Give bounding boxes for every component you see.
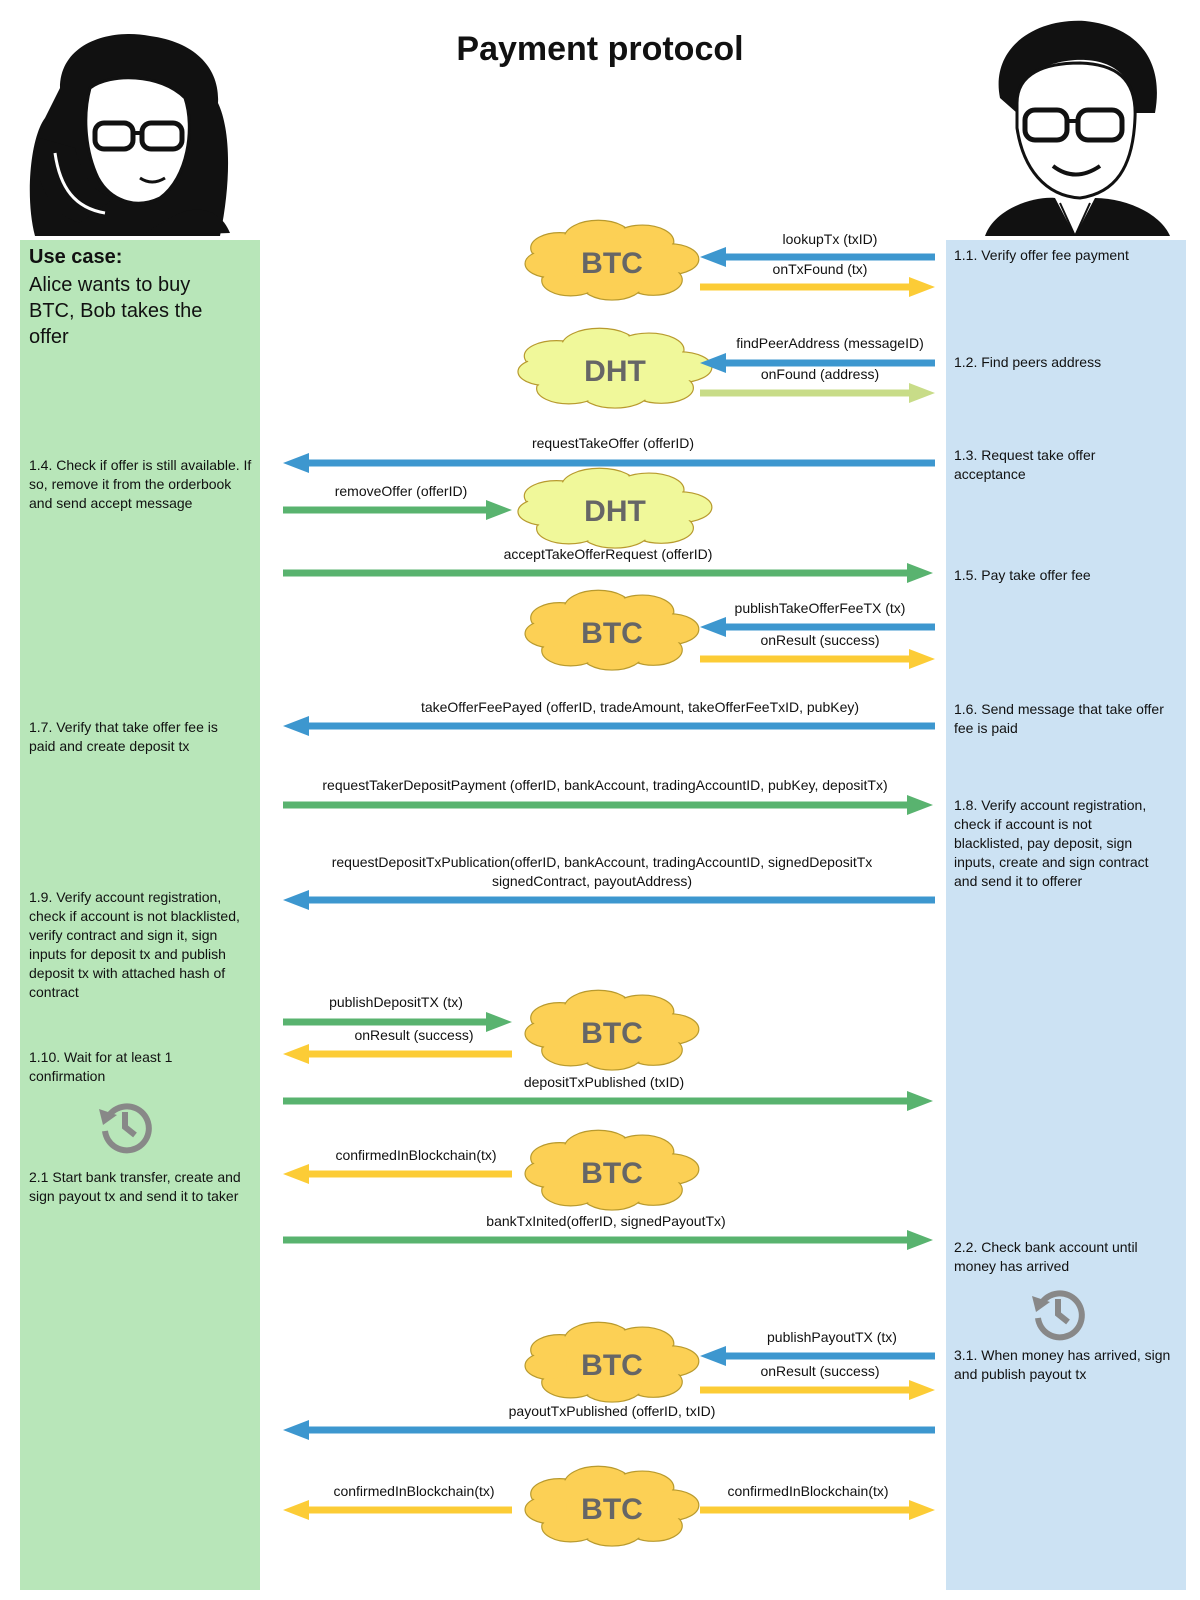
history-clock-icon [99, 1103, 152, 1154]
message-label: onResult (success) [760, 1363, 879, 1379]
message-arrow: onFound (address) [700, 366, 935, 403]
cloud-label: BTC [581, 617, 643, 650]
message-arrow: publishDepositTX (tx) [283, 994, 512, 1032]
message-arrow: onTxFound (tx) [700, 261, 935, 297]
cloud-label: BTC [581, 1349, 643, 1382]
history-clock-icon [1032, 1290, 1085, 1341]
note-1-3: 1.3. Request take offer acceptance [954, 447, 1096, 482]
message-label: onResult (success) [760, 632, 879, 648]
message-arrow: publishPayoutTX (tx) [700, 1329, 935, 1366]
message-arrow: removeOffer (offerID) [283, 483, 512, 520]
message-label: acceptTakeOfferRequest (offerID) [504, 546, 713, 562]
cloud-label: DHT [584, 495, 646, 528]
diagram-title: Payment protocol [456, 30, 744, 68]
message-label: removeOffer (offerID) [335, 483, 468, 499]
note-1-1: 1.1. Verify offer fee payment [954, 247, 1129, 263]
message-arrow: findPeerAddress (messageID) [700, 335, 935, 373]
message-arrow: confirmedInBlockchain(tx) [283, 1483, 512, 1520]
message-arrow: onResult (success) [283, 1027, 512, 1064]
message-label: onTxFound (tx) [773, 261, 868, 277]
message-label: confirmedInBlockchain(tx) [333, 1483, 494, 1499]
message-arrow: takeOfferFeePayed (offerID, tradeAmount,… [283, 699, 935, 736]
message-label: bankTxInited(offerID, signedPayoutTx) [486, 1213, 725, 1229]
message-arrow: bankTxInited(offerID, signedPayoutTx) [283, 1213, 933, 1250]
message-arrow: lookupTx (txID) [700, 231, 935, 267]
note-2-2: 2.2. Check bank account until money has … [954, 1239, 1138, 1274]
note-1-10: 1.10. Wait for at least 1 confirmation [29, 1049, 173, 1084]
message-label: confirmedInBlockchain(tx) [335, 1147, 496, 1163]
message-label: requestDepositTxPublication(offerID, ban… [332, 854, 873, 870]
message-label-line2: signedContract, payoutAddress) [492, 873, 692, 889]
btc-cloud: BTC [524, 1321, 700, 1403]
message-label: payoutTxPublished (offerID, txID) [509, 1403, 716, 1419]
btc-cloud: BTC [524, 589, 700, 671]
btc-cloud: BTC [524, 1465, 700, 1547]
note-3-1: 3.1. When money has arrived, sign and pu… [954, 1347, 1171, 1382]
note-1-6: 1.6. Send message that take offer fee is… [954, 701, 1164, 736]
message-label: requestTakeOffer (offerID) [532, 435, 694, 451]
message-label: confirmedInBlockchain(tx) [727, 1483, 888, 1499]
message-label: onFound (address) [761, 366, 879, 382]
message-arrow: onResult (success) [700, 1363, 935, 1400]
cloud-label: DHT [584, 355, 646, 388]
btc-cloud: BTC [524, 989, 700, 1071]
dht-cloud: DHT [517, 467, 713, 549]
note-1-5: 1.5. Pay take offer fee [954, 567, 1091, 583]
use-case-heading: Use case: [29, 246, 123, 268]
note-2-1: 2.1 Start bank transfer, create and sign… [29, 1169, 241, 1204]
cloud-label: BTC [581, 1493, 643, 1526]
bob-portrait [985, 20, 1170, 236]
message-arrow: confirmedInBlockchain(tx) [700, 1483, 935, 1520]
note-1-7: 1.7. Verify that take offer fee is paid … [29, 719, 218, 754]
message-arrow: acceptTakeOfferRequest (offerID) [283, 546, 933, 583]
alice-lane [20, 240, 260, 1590]
note-1-8: 1.8. Verify account registration, check … [954, 797, 1149, 889]
note-1-4: 1.4. Check if offer is still available. … [29, 457, 252, 511]
message-arrow: publishTakeOfferFeeTX (tx) [700, 600, 935, 637]
bob-lane [946, 240, 1186, 1590]
note-1-9: 1.9. Verify account registration, check … [29, 889, 240, 1000]
btc-cloud: BTC [524, 1129, 700, 1211]
btc-cloud: BTC [524, 219, 700, 301]
message-arrow: requestTakeOffer (offerID) [283, 435, 935, 473]
note-1-2: 1.2. Find peers address [954, 354, 1102, 370]
cloud-label: BTC [581, 1017, 643, 1050]
message-arrow: depositTxPublished (txID) [283, 1074, 933, 1111]
message-arrow: payoutTxPublished (offerID, txID) [283, 1403, 935, 1440]
alice-portrait [29, 33, 230, 236]
message-label: publishTakeOfferFeeTX (tx) [735, 600, 906, 616]
message-arrow: requestTakerDepositPayment (offerID, ban… [283, 777, 933, 815]
message-label: lookupTx (txID) [783, 231, 878, 247]
message-arrow: confirmedInBlockchain(tx) [283, 1147, 512, 1184]
cloud-label: BTC [581, 247, 643, 280]
message-arrow: requestDepositTxPublication(offerID, ban… [283, 854, 935, 910]
cloud-label: BTC [581, 1157, 643, 1190]
message-label: takeOfferFeePayed (offerID, tradeAmount,… [421, 699, 859, 715]
message-label: publishPayoutTX (tx) [767, 1329, 897, 1345]
message-label: publishDepositTX (tx) [329, 994, 463, 1010]
use-case-text: Alice wants to buy BTC, Bob takes the of… [29, 274, 203, 348]
message-label: requestTakerDepositPayment (offerID, ban… [322, 777, 887, 793]
message-label: onResult (success) [354, 1027, 473, 1043]
dht-cloud: DHT [517, 327, 713, 409]
message-label: depositTxPublished (txID) [524, 1074, 684, 1090]
message-arrow: onResult (success) [700, 632, 935, 669]
message-label: findPeerAddress (messageID) [736, 335, 924, 351]
